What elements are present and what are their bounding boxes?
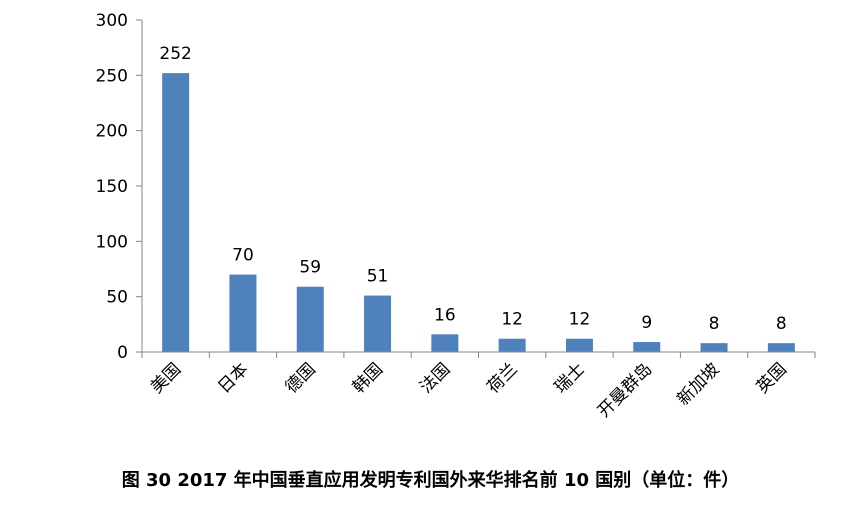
bar <box>162 73 190 353</box>
bar <box>296 286 324 352</box>
data-label: 9 <box>641 313 652 333</box>
bar <box>633 342 661 352</box>
y-tick-label: 150 <box>96 177 128 197</box>
bar <box>498 338 526 352</box>
data-label: 8 <box>709 314 720 334</box>
data-labels: 252 70 59 51 16 12 12 9 8 8 <box>159 44 786 334</box>
bar <box>700 343 728 352</box>
data-label: 59 <box>299 258 321 278</box>
y-tick-label: 200 <box>96 122 128 142</box>
chart-area: 0 50 100 150 200 250 300 美国 日本 德国 韩国 法国 荷兰 瑞士 开曼群岛 新加坡… <box>96 11 816 422</box>
x-category-label: 德国 <box>282 359 320 397</box>
data-label: 252 <box>159 44 191 64</box>
bar <box>364 295 392 352</box>
y-tick-label: 50 <box>106 288 128 308</box>
bars <box>162 73 795 353</box>
data-label: 8 <box>776 314 787 334</box>
y-axis: 0 50 100 150 200 250 300 <box>96 11 143 363</box>
data-label: 51 <box>367 267 389 287</box>
y-tick-label: 250 <box>96 66 128 86</box>
x-category-label: 瑞士 <box>551 359 589 397</box>
bar <box>431 334 459 352</box>
data-label: 12 <box>569 310 591 330</box>
x-category-label: 法国 <box>416 359 454 397</box>
x-category-label: 韩国 <box>349 359 387 397</box>
bar <box>229 274 257 352</box>
x-category-label: 荷兰 <box>484 359 522 397</box>
bar-chart: 0 50 100 150 200 250 300 美国 日本 德国 韩国 法国 荷兰 瑞士 开曼群岛 新加坡… <box>96 11 816 422</box>
bar <box>565 338 593 352</box>
data-label: 12 <box>501 310 523 330</box>
x-category-label: 日本 <box>214 359 252 397</box>
y-tick-label: 100 <box>96 232 128 252</box>
x-category-label: 英国 <box>753 359 791 397</box>
x-category-label: 开曼群岛 <box>594 359 656 421</box>
y-tick-label: 0 <box>117 343 128 363</box>
x-category-label: 美国 <box>147 359 185 397</box>
x-category-label: 新加坡 <box>673 359 723 409</box>
bar <box>767 343 795 352</box>
x-axis: 美国 日本 德国 韩国 法国 荷兰 瑞士 开曼群岛 新加坡 英国 <box>141 351 816 422</box>
data-label: 16 <box>434 305 456 325</box>
y-tick-label: 300 <box>96 11 128 31</box>
figure-caption: 图 30 2017 年中国垂直应用发明专利国外来华排名前 10 国别（单位：件） <box>121 470 740 491</box>
data-label: 70 <box>232 246 254 266</box>
